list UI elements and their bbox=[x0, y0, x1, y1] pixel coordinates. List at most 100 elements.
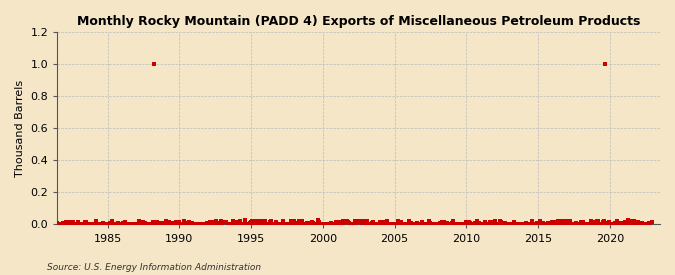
Point bbox=[494, 219, 505, 223]
Point bbox=[483, 222, 493, 227]
Point bbox=[54, 222, 65, 227]
Point bbox=[49, 222, 60, 227]
Point bbox=[201, 221, 212, 225]
Point bbox=[645, 222, 656, 227]
Point bbox=[567, 222, 578, 227]
Point bbox=[283, 222, 294, 227]
Point bbox=[534, 222, 545, 227]
Point bbox=[542, 221, 553, 225]
Point bbox=[187, 220, 198, 225]
Point bbox=[294, 219, 304, 223]
Point bbox=[589, 222, 599, 227]
Point bbox=[556, 222, 566, 227]
Point bbox=[92, 222, 103, 227]
Point bbox=[602, 222, 613, 227]
Point bbox=[346, 222, 357, 227]
Point bbox=[529, 222, 540, 227]
Point bbox=[190, 222, 200, 227]
Point bbox=[448, 219, 458, 223]
Point bbox=[458, 222, 469, 227]
Point bbox=[184, 220, 194, 224]
Point bbox=[255, 219, 266, 223]
Point bbox=[267, 222, 278, 227]
Point bbox=[157, 222, 168, 227]
Point bbox=[96, 222, 107, 227]
Point bbox=[190, 222, 201, 227]
Point bbox=[638, 222, 649, 227]
Point bbox=[392, 222, 402, 227]
Point bbox=[46, 222, 57, 227]
Point bbox=[467, 222, 478, 227]
Point bbox=[296, 222, 306, 227]
Point bbox=[520, 221, 531, 225]
Point bbox=[308, 221, 319, 225]
Point bbox=[517, 222, 528, 227]
Point bbox=[143, 222, 154, 227]
Point bbox=[204, 222, 215, 227]
Point bbox=[460, 222, 470, 227]
Point bbox=[64, 222, 75, 227]
Point bbox=[568, 222, 579, 227]
Point bbox=[524, 222, 535, 227]
Point bbox=[113, 221, 124, 225]
Point bbox=[348, 222, 359, 227]
Point bbox=[159, 222, 170, 227]
Point bbox=[248, 222, 259, 227]
Point bbox=[646, 219, 657, 224]
Point bbox=[633, 220, 644, 224]
Point bbox=[148, 220, 159, 224]
Point bbox=[130, 222, 140, 227]
Point bbox=[353, 219, 364, 224]
Point bbox=[365, 222, 376, 227]
Point bbox=[211, 219, 222, 224]
Point bbox=[263, 222, 273, 227]
Point bbox=[612, 219, 622, 224]
Point bbox=[230, 222, 241, 227]
Point bbox=[456, 222, 467, 227]
Point bbox=[238, 222, 249, 227]
Point bbox=[627, 222, 638, 227]
Point bbox=[235, 218, 246, 223]
Point bbox=[325, 222, 335, 227]
Point bbox=[557, 219, 568, 224]
Point bbox=[80, 220, 91, 224]
Point bbox=[145, 222, 156, 227]
Point bbox=[356, 222, 367, 227]
Point bbox=[604, 222, 615, 227]
Point bbox=[402, 222, 413, 227]
Point bbox=[357, 222, 368, 227]
Point bbox=[535, 219, 546, 223]
Point bbox=[210, 222, 221, 227]
Point bbox=[433, 222, 444, 227]
Point bbox=[601, 221, 612, 225]
Point bbox=[314, 220, 325, 225]
Point bbox=[582, 221, 593, 226]
Point bbox=[99, 222, 109, 227]
Point bbox=[269, 222, 280, 227]
Point bbox=[284, 222, 295, 227]
Point bbox=[381, 222, 392, 227]
Point bbox=[472, 218, 483, 223]
Point bbox=[128, 222, 139, 227]
Point bbox=[506, 222, 517, 227]
Point bbox=[526, 219, 537, 223]
Point bbox=[551, 221, 562, 225]
Point bbox=[271, 220, 281, 224]
Point bbox=[469, 221, 480, 225]
Point bbox=[102, 222, 113, 227]
Point bbox=[213, 222, 224, 227]
Point bbox=[120, 220, 131, 225]
Point bbox=[227, 219, 238, 224]
Point bbox=[243, 222, 254, 227]
Point bbox=[358, 219, 369, 223]
Point bbox=[303, 221, 314, 225]
Point bbox=[252, 222, 263, 227]
Point bbox=[182, 221, 193, 226]
Point bbox=[608, 222, 619, 227]
Point bbox=[322, 222, 333, 227]
Point bbox=[304, 221, 315, 226]
Point bbox=[350, 219, 360, 223]
Point bbox=[426, 222, 437, 227]
Point bbox=[71, 222, 82, 227]
Point bbox=[122, 222, 132, 227]
